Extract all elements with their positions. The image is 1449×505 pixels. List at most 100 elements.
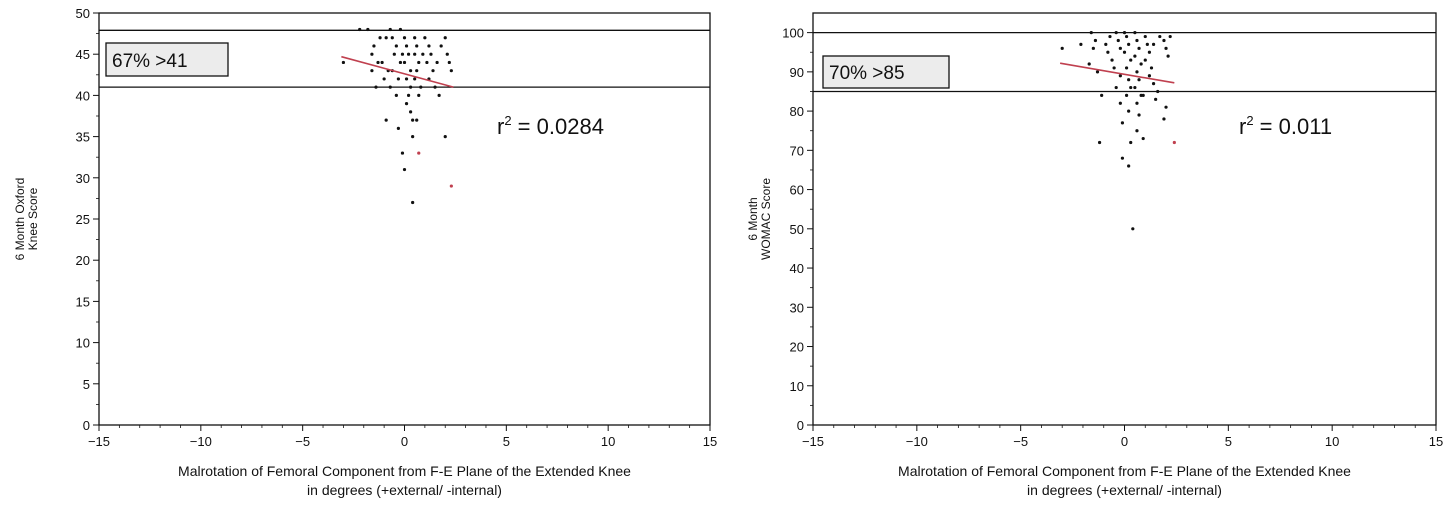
data-point <box>1164 105 1168 109</box>
data-point <box>1127 78 1131 82</box>
data-point <box>421 52 425 56</box>
y-axis-label-line: 6 Month Oxford <box>13 178 27 261</box>
y-tick-label: 5 <box>83 377 90 392</box>
data-point <box>396 126 400 130</box>
y-tick-label: 30 <box>76 171 90 186</box>
data-point <box>372 44 376 48</box>
y-tick-label: 20 <box>790 340 804 355</box>
data-point <box>380 60 384 65</box>
data-point <box>1145 42 1149 46</box>
data-point <box>443 135 447 139</box>
data-point <box>384 118 388 122</box>
x-tick-label: −5 <box>1013 434 1028 449</box>
data-point <box>1118 46 1122 50</box>
x-tick-label: 5 <box>503 434 510 449</box>
data-point <box>1135 101 1139 105</box>
x-tick-label: 0 <box>401 434 408 449</box>
data-point <box>382 77 386 81</box>
data-point <box>396 77 400 81</box>
x-axis-label-line-2: in degrees (+external/ -internal) <box>307 482 502 498</box>
data-point <box>1095 70 1100 74</box>
data-point <box>439 44 443 48</box>
data-point <box>1120 156 1125 160</box>
data-point <box>1114 85 1118 90</box>
data-point <box>1087 62 1091 66</box>
data-point <box>1133 54 1137 58</box>
data-point <box>388 85 392 89</box>
r-squared-value: = 0.0284 <box>512 114 604 139</box>
highlight-data-point <box>417 151 421 155</box>
data-point <box>388 27 392 32</box>
y-tick-label: 10 <box>76 336 90 351</box>
x-tick-label: −10 <box>906 434 928 449</box>
data-point <box>384 36 388 40</box>
data-point <box>415 69 419 73</box>
data-point <box>413 52 417 56</box>
data-point <box>1158 34 1162 39</box>
data-point <box>411 135 415 139</box>
oxford-score-scatter-chart: −15 −10 −5 0 5 10 15 0 5 10 15 20 25 30 35 40 45 50 6 Mont… <box>13 6 717 498</box>
data-point <box>435 60 439 65</box>
y-tick-label: 70 <box>790 143 804 158</box>
data-point <box>415 44 419 48</box>
data-point <box>1124 34 1129 39</box>
data-point <box>404 44 409 48</box>
data-point <box>394 93 398 97</box>
highlight-data-point <box>1172 140 1176 145</box>
data-point <box>1124 93 1129 97</box>
percentage-annotation-box <box>105 42 229 77</box>
data-point <box>1127 109 1131 113</box>
data-point <box>1114 31 1118 35</box>
x-tick-label: 10 <box>1325 434 1339 449</box>
data-point <box>1100 93 1104 97</box>
data-point <box>398 60 403 65</box>
x-tick-label: 15 <box>1429 434 1443 449</box>
data-point <box>437 93 441 97</box>
data-point <box>1060 46 1064 50</box>
data-point <box>413 36 417 40</box>
data-point <box>417 93 421 97</box>
data-point <box>1110 58 1114 62</box>
r-squared-exponent: 2 <box>1246 113 1253 128</box>
percentage-annotation-label: 70% >85 <box>829 63 905 84</box>
r-squared-symbol: r <box>497 114 504 139</box>
data-point <box>1118 74 1122 78</box>
r-squared-value: = 0.011 <box>1254 114 1333 139</box>
data-point <box>409 69 413 73</box>
y-axis-label: 6 Month OxfordKnee Score <box>13 178 40 261</box>
data-point <box>1093 38 1098 43</box>
data-point <box>447 60 451 65</box>
data-point <box>374 85 378 89</box>
data-point <box>419 85 423 89</box>
x-tick-label: −10 <box>190 434 212 449</box>
r-squared-label: r2 = 0.011 <box>1239 113 1332 139</box>
data-point <box>1139 62 1143 66</box>
data-point <box>1166 54 1170 58</box>
data-point <box>413 77 417 81</box>
data-point <box>443 36 447 40</box>
data-point <box>404 77 409 81</box>
data-point <box>1135 129 1139 133</box>
data-point <box>1141 93 1145 97</box>
data-point <box>1156 89 1160 94</box>
data-point <box>1143 58 1147 62</box>
data-point <box>1143 34 1147 39</box>
data-point <box>1133 85 1137 90</box>
y-axis-label-line: Knee Score <box>26 187 40 250</box>
y-tick-label: 40 <box>790 261 804 276</box>
y-tick-label: 0 <box>797 418 804 433</box>
data-point <box>1089 31 1093 35</box>
data-point <box>1116 38 1120 43</box>
x-axis-label-line-1: Malrotation of Femoral Component from F-… <box>178 463 631 479</box>
data-point <box>376 60 380 65</box>
data-point <box>1135 70 1139 74</box>
data-point <box>1129 85 1133 90</box>
data-point <box>423 36 427 40</box>
data-point <box>449 69 453 73</box>
data-point <box>1122 31 1127 35</box>
y-tick-label: 45 <box>76 47 90 62</box>
data-point <box>1141 136 1145 141</box>
data-point <box>409 110 413 114</box>
r-squared-exponent: 2 <box>504 113 511 128</box>
data-point <box>1104 42 1108 46</box>
